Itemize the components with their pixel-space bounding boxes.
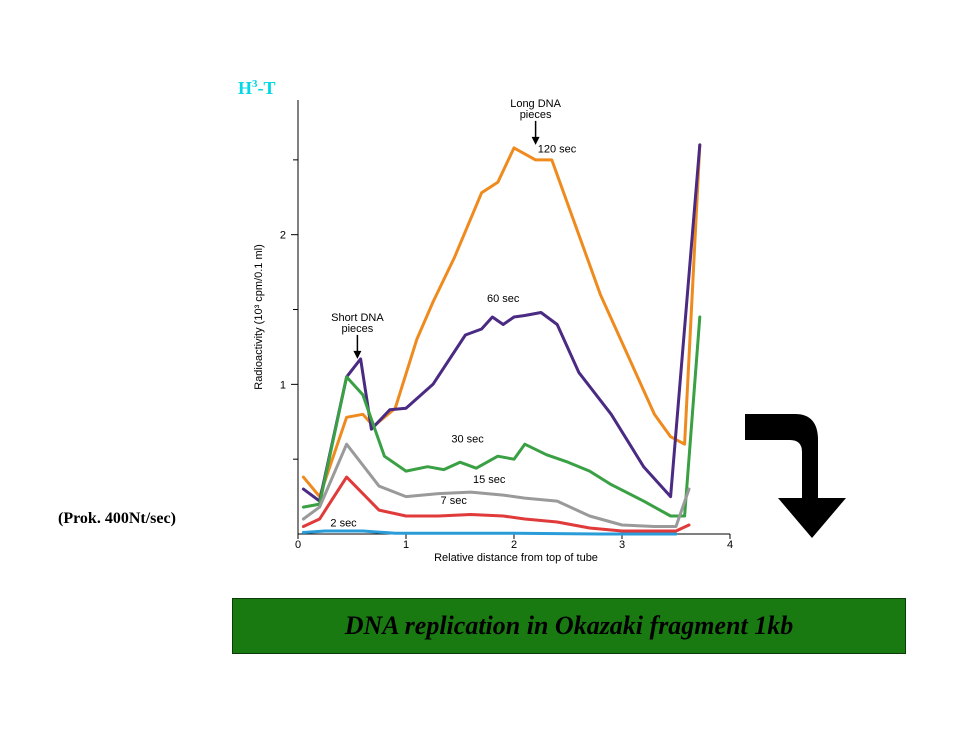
series-line-7-sec <box>301 475 691 533</box>
bent-arrow-icon <box>745 414 846 538</box>
series-line-60-sec <box>301 143 702 503</box>
okazaki-banner: DNA replication in Okazaki fragment 1kb <box>232 598 906 654</box>
series-label-15-sec: 15 sec <box>473 474 506 486</box>
h3-t-label: H3-T <box>238 78 276 98</box>
annotation-arrow-head <box>531 136 540 145</box>
prokaryote-rate-note: (Prok. 400Nt/sec) <box>58 510 176 527</box>
annotation-line: pieces <box>520 109 552 121</box>
banner-text: DNA replication in Okazaki fragment 1kb <box>344 611 794 640</box>
series-label-2-sec: 2 sec <box>330 518 357 530</box>
x-tick-label: 2 <box>511 539 517 551</box>
x-tick-label: 0 <box>295 539 301 551</box>
series-label-30-sec: 30 sec <box>451 434 484 446</box>
annotation-arrow-head <box>353 350 362 359</box>
annotation-line: Short DNA <box>331 312 384 324</box>
x-tick-label: 1 <box>403 539 409 551</box>
y-tick-label: 1 <box>280 379 286 391</box>
series-line-2-sec <box>301 529 678 536</box>
x-tick-label: 4 <box>727 539 733 551</box>
x-axis-label: Relative distance from top of tube <box>434 552 598 564</box>
annotation-line: pieces <box>342 323 374 335</box>
x-tick-label: 3 <box>619 539 625 551</box>
series-line-30-sec <box>301 315 702 518</box>
y-tick-label: 2 <box>280 230 286 242</box>
series-line-15-sec <box>301 442 691 528</box>
series-label-60-sec: 60 sec <box>487 293 520 305</box>
annotation-line: Long DNA <box>510 98 561 110</box>
series-line-120-sec <box>301 143 702 499</box>
series-label-7-sec: 7 sec <box>441 495 468 507</box>
series-label-120-sec: 120 sec <box>538 143 577 155</box>
y-axis-label: Radioactivity (10³ cpm/0.1 ml) <box>253 244 265 390</box>
